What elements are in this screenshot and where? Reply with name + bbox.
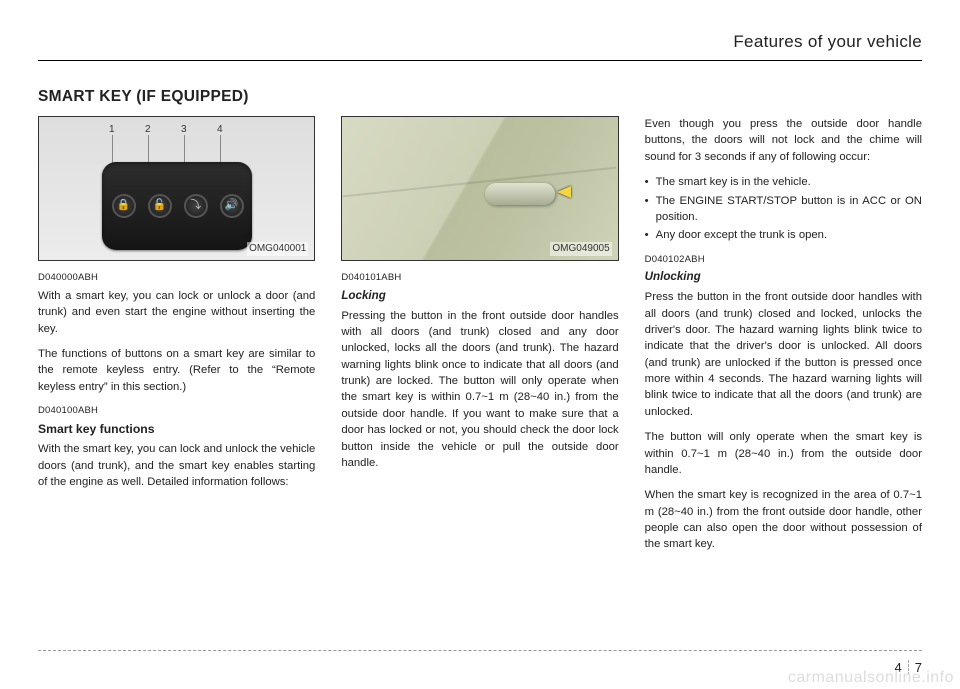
body-text: The functions of buttons on a smart key … (38, 346, 315, 395)
para-code: D040100ABH (38, 404, 315, 418)
list-item: Any door except the trunk is open. (645, 227, 922, 243)
bullet-list: The smart key is in the vehicle. The ENG… (645, 174, 922, 244)
callout-line (148, 135, 149, 165)
bottom-rule (38, 650, 922, 651)
body-text: Pressing the button in the front outside… (341, 308, 618, 472)
body-text: Even though you press the outside door h… (645, 116, 922, 165)
section-title: SMART KEY (IF EQUIPPED) (38, 88, 249, 106)
subheading: Smart key functions (38, 421, 315, 439)
lock-icon: 🔒 (112, 194, 136, 218)
body-text: With a smart key, you can lock or unlock… (38, 288, 315, 337)
list-item: The ENGINE START/STOP button is in ACC o… (645, 193, 922, 226)
page-header-title: Features of your vehicle (733, 32, 922, 52)
door-handle-illustration (485, 183, 555, 205)
callout-line (184, 135, 185, 165)
column-2: OMG049005 D040101ABH Locking Pressing th… (341, 116, 618, 562)
column-1: 1 2 3 4 🔒 🔓 ⤵ 🔊 OMG040001 D040000ABH Wit… (38, 116, 315, 562)
top-rule (38, 60, 922, 61)
body-text: When the smart key is recognized in the … (645, 487, 922, 553)
column-3: Even though you press the outside door h… (645, 116, 922, 562)
body-text: With the smart key, you can lock and unl… (38, 441, 315, 490)
para-code: D040101ABH (341, 271, 618, 285)
subheading-unlocking: Unlocking (645, 269, 922, 286)
callout-line (220, 135, 221, 165)
figure-code: OMG040001 (247, 242, 308, 257)
callout-line (112, 135, 113, 165)
figure-smart-key: 1 2 3 4 🔒 🔓 ⤵ 🔊 OMG040001 (38, 116, 315, 261)
content-columns: 1 2 3 4 🔒 🔓 ⤵ 🔊 OMG040001 D040000ABH Wit… (38, 116, 922, 562)
subheading-locking: Locking (341, 288, 618, 305)
watermark: carmanualsonline.info (788, 669, 954, 687)
alarm-icon: 🔊 (220, 194, 244, 218)
body-text: The button will only operate when the sm… (645, 429, 922, 478)
figure-door-handle: OMG049005 (341, 116, 618, 261)
arrow-icon (557, 186, 571, 198)
figure-code: OMG049005 (550, 242, 611, 257)
para-code: D040000ABH (38, 271, 315, 285)
key-fob-illustration: 🔒 🔓 ⤵ 🔊 (102, 162, 252, 250)
para-code: D040102ABH (645, 253, 922, 267)
trunk-icon: ⤵ (184, 194, 208, 218)
unlock-icon: 🔓 (148, 194, 172, 218)
list-item: The smart key is in the vehicle. (645, 174, 922, 190)
door-panel-line (343, 167, 617, 198)
body-text: Press the button in the front outside do… (645, 289, 922, 420)
manual-page: Features of your vehicle SMART KEY (IF E… (0, 0, 960, 689)
